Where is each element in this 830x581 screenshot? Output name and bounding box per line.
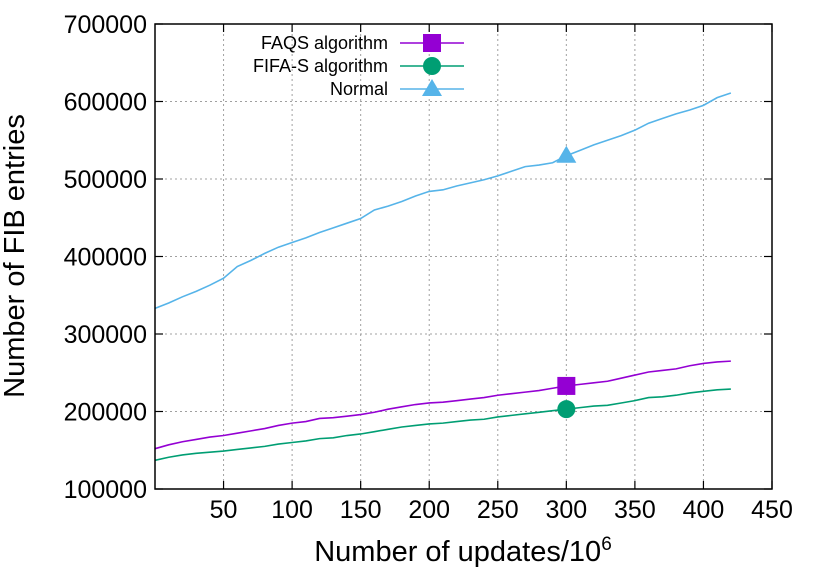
x-tick-label: 200 <box>408 496 450 524</box>
x-tick-label: 300 <box>545 496 587 524</box>
y-tick-label: 600000 <box>64 89 147 117</box>
legend-marker-normal <box>422 79 442 96</box>
x-tick-label: 150 <box>340 496 382 524</box>
y-tick-label: 100000 <box>64 476 147 504</box>
x-axis-title: Number of updates/106 <box>314 534 612 568</box>
y-axis-title: Number of FIB entries <box>0 114 31 398</box>
legend-label-faqs-algorithm: FAQS algorithm <box>261 33 388 53</box>
x-tick-label: 350 <box>614 496 656 524</box>
x-tick-label: 250 <box>477 496 519 524</box>
series-line-normal <box>154 92 732 310</box>
legend-label-normal: Normal <box>330 79 388 99</box>
y-tick-label: 500000 <box>64 166 147 194</box>
legend-label-fifa-s-algorithm: FIFA-S algorithm <box>253 56 388 76</box>
series-marker-faqs-algorithm <box>557 376 576 395</box>
x-tick-label: 400 <box>683 496 725 524</box>
legend-marker-faqs-algorithm <box>423 34 441 52</box>
x-tick-label: 450 <box>751 496 793 524</box>
series-lines <box>154 92 732 462</box>
grid-lines <box>155 24 772 489</box>
x-tick-labels: 50 100 150 200 250 300 350 400 450 <box>210 496 793 524</box>
legend-marker-fifa-s-algorithm <box>423 57 441 75</box>
legend: FAQS algorithm FIFA-S algorithm Normal <box>253 33 464 99</box>
y-tick-label: 300000 <box>64 321 147 349</box>
series-marker-fifa-s-algorithm <box>557 400 576 419</box>
series-markers <box>556 145 577 419</box>
x-tick-label: 100 <box>271 496 313 524</box>
series-line-faqs-algorithm <box>154 360 731 450</box>
plot-frame <box>154 23 773 490</box>
y-tick-labels: 100000 200000 300000 400000 500000 600000 7000… <box>64 11 147 504</box>
x-axis-title-text: Number of updates/10 <box>314 536 601 568</box>
x-tick-label: 50 <box>210 496 238 524</box>
series-line-fifa-s-algorithm <box>154 388 731 462</box>
y-tick-label: 700000 <box>64 11 147 39</box>
y-tick-label: 400000 <box>64 244 147 272</box>
tick-marks <box>155 23 773 490</box>
series-marker-normal <box>556 145 577 163</box>
x-axis-title-superscript: 6 <box>601 534 612 555</box>
y-tick-label: 200000 <box>64 399 147 427</box>
